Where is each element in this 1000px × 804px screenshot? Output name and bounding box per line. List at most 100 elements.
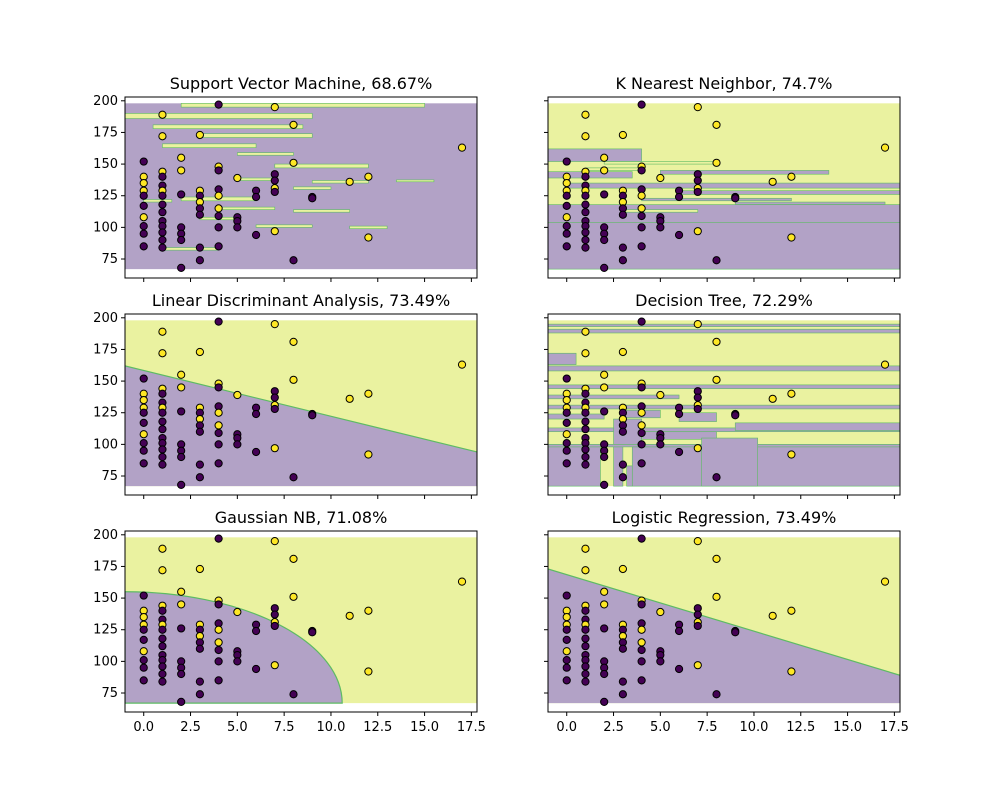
data-point — [637, 408, 646, 417]
data-point — [364, 606, 373, 615]
y-tick-label: 175 — [93, 559, 118, 574]
data-point — [656, 390, 665, 400]
data-point — [562, 229, 571, 238]
data-point — [177, 370, 186, 379]
data-point — [270, 320, 279, 329]
data-point — [233, 607, 242, 617]
data-point — [214, 383, 223, 392]
data-point — [618, 564, 627, 574]
axes-frame — [124, 530, 478, 713]
data-point — [581, 200, 590, 209]
data-point — [674, 447, 684, 457]
data-point — [214, 459, 223, 468]
axes-frame — [547, 313, 901, 496]
data-point — [693, 320, 702, 329]
data-point — [637, 459, 646, 468]
data-point — [637, 223, 646, 232]
data-point — [600, 697, 609, 706]
data-point — [364, 450, 373, 459]
x-tick-label: 5.0 — [227, 720, 248, 735]
data-point — [139, 591, 148, 600]
data-point — [251, 626, 261, 636]
data-point — [289, 554, 298, 563]
data-point — [139, 418, 148, 427]
data-point — [139, 459, 148, 468]
decision-region — [734, 201, 886, 205]
data-point — [158, 408, 167, 417]
x-tick-label: 0.0 — [556, 720, 577, 735]
subplot-title: Decision Tree, 72.29% — [635, 291, 813, 310]
data-point — [270, 187, 279, 197]
data-point — [581, 132, 590, 141]
decision-region — [548, 365, 900, 372]
decision-region — [152, 124, 304, 129]
decision-region — [162, 247, 219, 251]
y-tick-label: 150 — [93, 157, 118, 172]
data-point — [233, 440, 242, 449]
subplot-2: K Nearest Neighbor, 74.7% — [544, 74, 901, 282]
data-point — [637, 383, 646, 392]
data-point — [177, 587, 186, 596]
data-point — [618, 473, 627, 482]
subplot-6: 0.0 2.5 5.0 7.5 10.0 12.5 15.0 17.5 Logistic Reg… — [544, 508, 909, 735]
data-point — [581, 544, 590, 553]
data-point — [637, 600, 646, 609]
data-point — [581, 172, 590, 181]
decision-region-class0 — [125, 365, 477, 487]
y-tick-label: 125 — [93, 623, 118, 638]
data-point — [562, 191, 571, 200]
data-point — [233, 173, 242, 183]
y-tick-label: 75 — [101, 686, 118, 701]
y-tick-label: 200 — [93, 311, 118, 326]
x-tick-label: 7.5 — [274, 720, 295, 735]
decision-region — [293, 209, 350, 213]
y-tick-label: 75 — [101, 252, 118, 267]
data-point — [364, 233, 373, 242]
data-point — [693, 393, 702, 402]
data-point — [158, 110, 167, 119]
decision-region — [585, 167, 642, 171]
data-point — [562, 635, 571, 644]
data-point — [177, 383, 186, 392]
data-point — [637, 440, 646, 449]
subplot-title: Support Vector Machine, 68.67% — [170, 74, 433, 93]
data-point — [158, 389, 167, 398]
data-point — [768, 177, 777, 186]
decision-region — [237, 177, 276, 181]
y-tick-label: 125 — [93, 189, 118, 204]
data-point — [214, 625, 223, 634]
data-point — [581, 606, 590, 615]
data-point — [139, 242, 148, 251]
x-tick-label: 15.0 — [833, 720, 862, 735]
data-point — [656, 607, 665, 617]
axes-frame — [124, 313, 478, 496]
plot-area — [125, 534, 477, 706]
data-point — [270, 404, 279, 414]
data-point — [139, 663, 148, 672]
data-point — [712, 554, 721, 563]
data-point — [195, 210, 204, 219]
data-point — [139, 222, 148, 231]
data-point — [214, 317, 223, 326]
plot-area — [548, 534, 900, 706]
data-point — [214, 638, 223, 647]
data-point — [158, 606, 167, 615]
data-point — [562, 459, 571, 468]
data-point — [139, 430, 148, 439]
data-point — [195, 460, 204, 469]
data-point — [308, 194, 317, 203]
data-point — [139, 635, 148, 644]
x-tick-label: 17.5 — [457, 720, 486, 735]
data-point — [600, 407, 609, 416]
x-tick-label: 12.5 — [786, 720, 815, 735]
data-point — [562, 676, 571, 685]
decision-region — [622, 209, 699, 213]
data-point — [139, 446, 148, 455]
decision-region — [678, 412, 717, 422]
data-point — [600, 624, 609, 633]
data-point — [693, 187, 702, 197]
data-point — [562, 178, 571, 188]
data-point — [768, 394, 777, 403]
data-point — [618, 460, 627, 469]
data-point — [158, 327, 167, 336]
